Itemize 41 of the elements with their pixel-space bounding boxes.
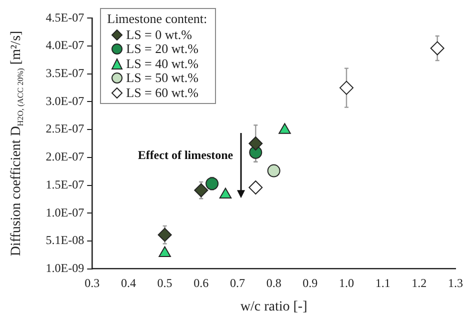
y-tick-label: 1.0E-09 [46,260,84,275]
x-tick-label: 0.5 [157,276,172,290]
x-tick-label: 1.3 [448,276,463,290]
point [248,136,263,150]
x-tick-label: 0.7 [230,276,245,290]
legend-label: LS = 60 wt.% [126,84,198,100]
x-tick-label: 1.0 [338,276,354,290]
x-tick-label: 1.2 [412,276,427,290]
legend-label: LS = 40 wt.% [126,56,198,71]
y-tick-label: 1.0E-07 [46,205,84,220]
y-axis-title: Diffusion coefficient DH2O, (ACC 20%) [m²/s] [9,30,25,256]
y-tick-label: 2.0E-07 [46,150,84,164]
point [158,228,172,242]
legend-label: LS = 20 wt.% [126,41,198,56]
point [339,80,354,95]
x-axis-title: w/c ratio [-] [240,299,308,314]
point [158,246,171,257]
y-tick-label: 2.5E-07 [46,122,84,136]
point [206,177,219,190]
legend-title: Limestone content: [107,11,208,26]
legend-label: LS = 0 wt.% [126,26,192,42]
x-tick-label: 0.8 [266,276,282,290]
x-tick-label: 1.1 [375,276,390,290]
x-tick-label: 0.9 [302,276,318,290]
point [248,180,263,194]
annotation: Effect of limestone [138,148,234,162]
point [219,188,232,198]
point [267,164,280,178]
x-tick-label: 0.4 [120,276,136,290]
point [278,123,291,134]
y-tick-label: 1.5E-07 [46,177,84,192]
x-tick-label: 0.3 [84,276,100,290]
point [194,183,208,198]
y-tick-label: 3.0E-07 [46,94,84,108]
y-tick-label: 4.5E-07 [46,10,84,24]
y-tick-label: 4.0E-07 [46,38,84,52]
point [430,41,444,56]
legend-label: LS = 50 wt.% [126,70,198,86]
y-tick-label: 3.5E-07 [46,66,84,80]
y-tick-label: 5.1E-08 [46,233,84,248]
x-tick-label: 0.6 [194,276,209,290]
